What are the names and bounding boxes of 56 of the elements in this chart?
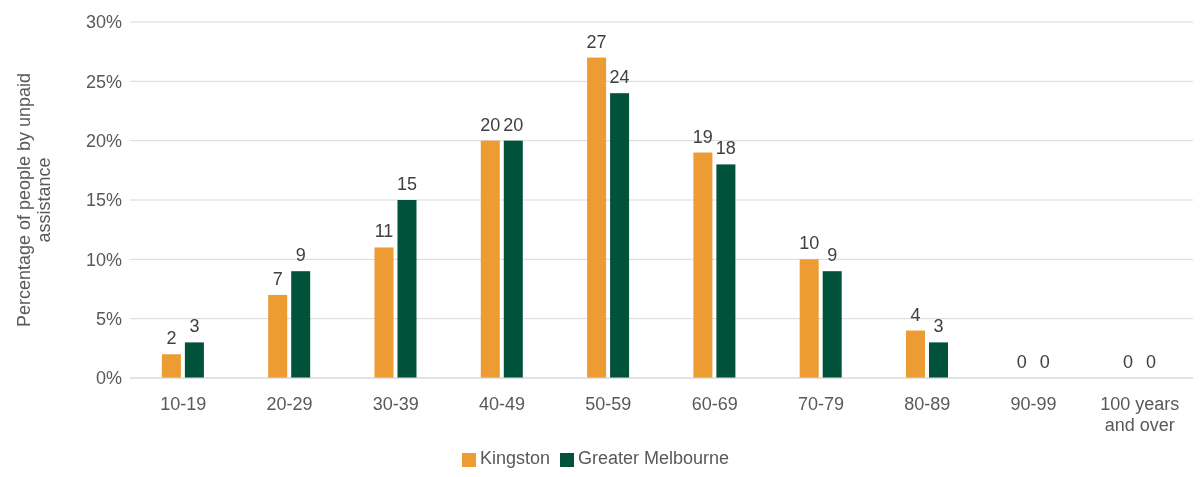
- data-label: 24: [609, 67, 630, 88]
- x-tick-label: 60-69: [691, 394, 738, 414]
- x-tick-label: 100 years and over: [1100, 394, 1180, 435]
- bar: [716, 164, 736, 378]
- data-label: 2: [166, 328, 177, 349]
- data-label: 0: [1146, 352, 1157, 372]
- legend-label: Greater Melbourne: [577, 448, 730, 468]
- x-tick-label: 70-79: [797, 394, 844, 414]
- bar: [503, 140, 523, 378]
- bar: [587, 57, 607, 378]
- data-label: 18: [715, 138, 736, 159]
- bar: [928, 342, 948, 378]
- bar: [799, 259, 819, 378]
- y-tick-label: 10%: [85, 249, 122, 270]
- bar: [184, 342, 204, 378]
- y-tick-label: 25%: [85, 71, 122, 92]
- data-label: 19: [692, 126, 713, 147]
- data-label: 10: [799, 233, 820, 254]
- data-label: 9: [827, 245, 838, 266]
- data-label: 15: [396, 174, 418, 194]
- bar: [480, 140, 500, 378]
- data-label: 4: [910, 304, 921, 325]
- bar: [905, 330, 925, 378]
- x-tick-label: 80-89: [904, 394, 951, 414]
- data-label: 3: [189, 316, 200, 337]
- data-label: 3: [933, 316, 944, 337]
- x-tick-label: 30-39: [372, 394, 419, 414]
- bar: [693, 152, 713, 378]
- y-tick-label: 5%: [95, 309, 122, 330]
- data-label: 11: [374, 221, 394, 242]
- data-label: 7: [272, 268, 283, 289]
- y-tick-label: 15%: [85, 190, 122, 211]
- bar: [397, 200, 417, 378]
- data-label: 0: [1016, 352, 1027, 372]
- x-tick-label: 50-59: [585, 394, 632, 414]
- y-tick-label: 0%: [95, 368, 122, 389]
- legend-label: Kingston: [479, 448, 550, 468]
- data-label: 0: [1039, 352, 1050, 372]
- bar: [610, 93, 630, 378]
- bar: [822, 271, 842, 378]
- bar: [291, 271, 311, 378]
- data-label: 27: [586, 31, 607, 52]
- data-label: 20: [480, 114, 501, 135]
- x-tick-label: 10-19: [160, 394, 207, 414]
- x-tick-label: 20-29: [266, 394, 313, 414]
- bar: [161, 354, 181, 378]
- x-tick-label: 90-99: [1010, 394, 1057, 414]
- y-tick-label: 30%: [85, 12, 122, 33]
- bar: [374, 247, 394, 378]
- x-tick-label: 40-49: [479, 394, 526, 414]
- y-tick-label: 20%: [85, 131, 122, 152]
- bar: [268, 294, 288, 378]
- data-label: 0: [1123, 352, 1134, 372]
- data-label: 20: [503, 114, 524, 135]
- data-label: 9: [295, 245, 306, 266]
- y-axis-title: Percentage of people by unpaid assistance: [14, 72, 54, 328]
